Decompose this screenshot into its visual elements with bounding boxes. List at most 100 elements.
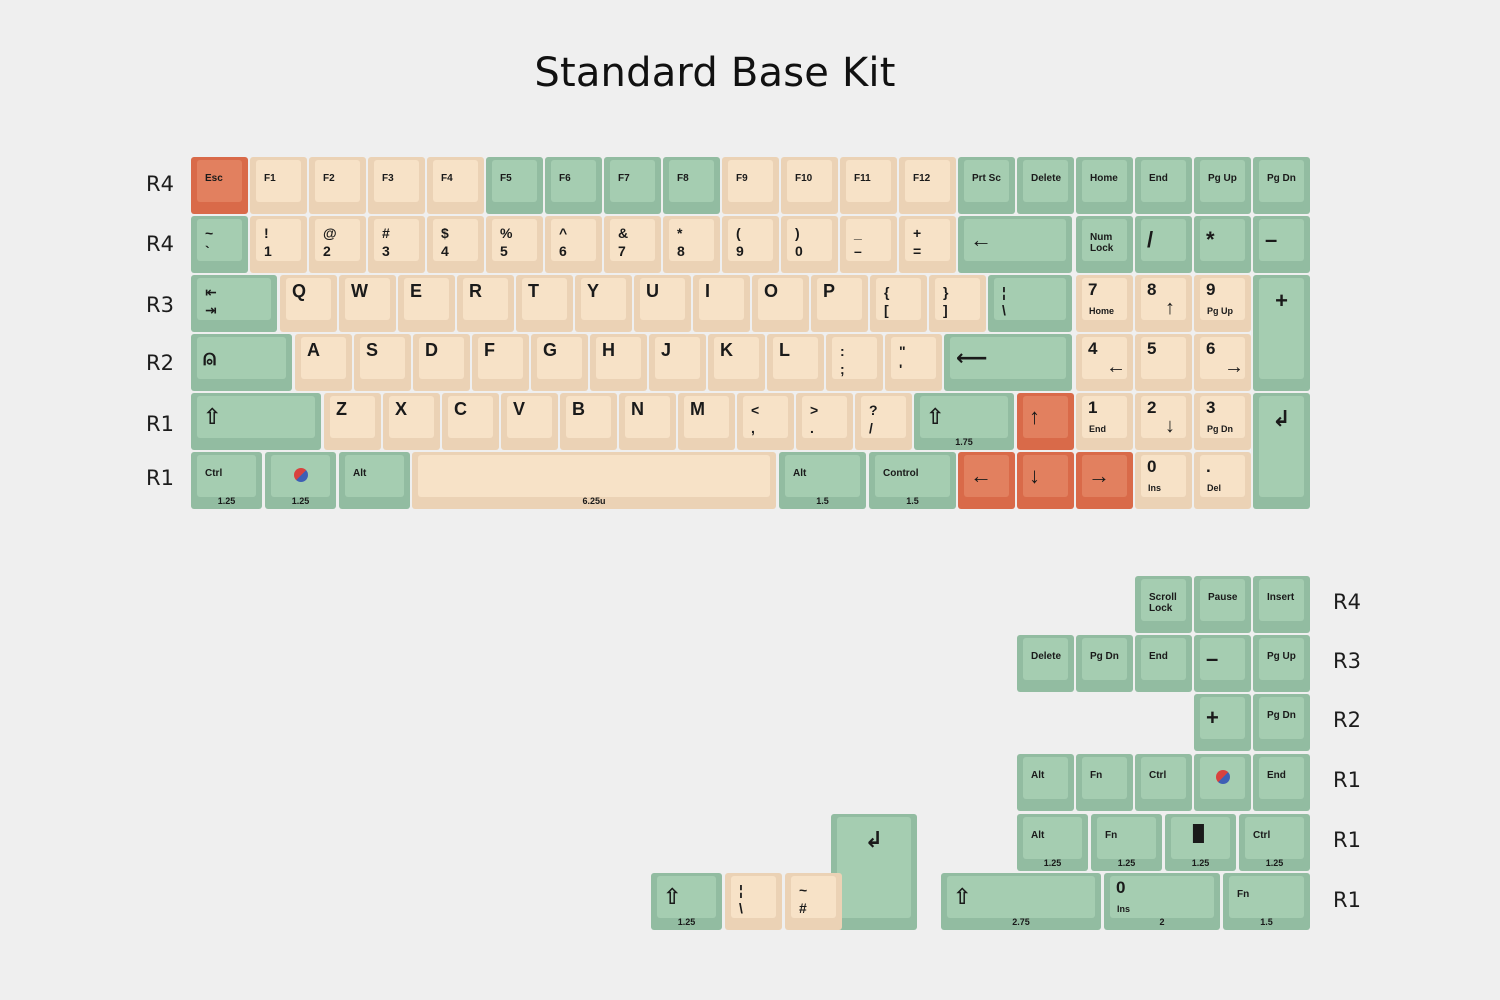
keycap-top [657,876,716,918]
key-legend: _ – [854,225,862,260]
keycap-top [374,219,419,261]
key-np-star: * [1194,216,1251,273]
key-sublegend: → [1224,356,1244,378]
key-legend: C [454,399,467,419]
key-pgdn-extra-2: Pg Dn [1253,694,1310,751]
keycap-top [345,455,404,497]
key-legend: ↓ [1029,463,1040,488]
key-s: S [354,334,411,391]
keycap-top [419,337,464,379]
key-n9: ( 9 [722,216,779,273]
keycap-top [1023,817,1082,859]
key-legend: ← [970,227,992,252]
key-legend: Fn [1237,889,1250,900]
keycap-top [1023,160,1068,202]
taegeuk-icon [1215,770,1230,784]
keycap-top [418,455,770,497]
key-fn-extra: Fn [1076,754,1133,811]
key-legend: ¦ \ [739,882,743,917]
keycap-top [433,219,478,261]
key-fn-15: Fn 1.5 [1223,873,1310,930]
key-p: P [811,275,868,332]
key-minus-extra: – [1194,635,1251,692]
key-legend: V [513,399,526,419]
key-pgup-extra: Pg Up [1253,635,1310,692]
key-legend: 7 [1088,280,1098,299]
keycap-top [492,219,537,261]
keycap-top [389,396,434,438]
keycap-top [1200,337,1245,379]
key-z: Z [324,393,381,450]
key-f7: F7 [604,157,661,214]
keycap-top [610,219,655,261]
key-legend: 1 [1088,398,1098,417]
key-legend: O [764,281,779,301]
key-legend: ) 0 [795,225,803,260]
key-size-label: 1.75 [955,437,973,448]
key-legend: 3 [1206,398,1216,417]
keycap-top [197,455,256,497]
keycap-top [566,396,611,438]
keycap-top [1023,455,1068,497]
keycap-top [478,337,523,379]
keycap-top [669,160,714,202]
key-legend: P [823,281,836,301]
key-legend: End [1267,770,1286,781]
key-legend: End [1149,173,1168,184]
keycap-top [1245,817,1304,859]
key-a: A [295,334,352,391]
keycap-top [1259,160,1304,202]
key-legend: F12 [913,173,931,184]
key-legend: & 7 [618,225,629,260]
key-legend: Pg Dn [1267,173,1296,184]
key-legend: Delete [1031,651,1062,662]
key-legend: Esc [205,173,223,184]
key-d: D [413,334,470,391]
key-legend: 6 [1206,339,1216,358]
keycap-top [1082,278,1127,320]
key-legend: @ 2 [323,225,337,260]
key-np8: 8 ↑ [1135,275,1192,332]
key-legend: Delete [1031,173,1062,184]
key-legend: $ 4 [441,225,449,260]
key-pgdn-extra: Pg Dn [1076,635,1133,692]
key-end: End [1135,157,1192,214]
key-pgup: Pg Up [1194,157,1251,214]
keycap-top [197,278,271,320]
key-size-label: 6.25u [582,496,606,507]
key-f: F [472,334,529,391]
key-legend: ⟵ [956,345,988,370]
keycap-top [1259,757,1304,799]
keycap-top [286,278,331,320]
key-enter: ⟵ [944,334,1072,391]
keycap-top [197,337,286,379]
key-iso-enter: ↲ [831,814,917,930]
key-prtsc: Prt Sc [958,157,1015,214]
key-f2: F2 [309,157,366,214]
key-legend: I [705,281,711,301]
key-numlock: Num Lock [1076,216,1133,273]
key-right-shift: ⇧ 1.75 [914,393,1014,450]
key-sublegend: Ins [1148,483,1162,493]
key-legend: F6 [559,173,571,184]
key-f11: F11 [840,157,897,214]
keycap-top [551,219,596,261]
keycap-top [875,455,950,497]
key-legend: . [1206,457,1211,476]
keycap-top [861,396,906,438]
key-legend: Fn [1090,770,1103,781]
key-delete: Delete [1017,157,1074,214]
keycap-top [1200,396,1245,438]
keycap-top [773,337,818,379]
key-sublegend: Del [1207,483,1222,493]
keycap-top [345,278,390,320]
key-legend: Q [292,281,307,301]
key-legend: 2 [1147,398,1157,417]
key-legend: F [484,340,495,360]
key-left-shift: ⇧ [191,393,321,450]
key-f4: F4 [427,157,484,214]
keycap-top [728,160,773,202]
key-legend: ↲ [1272,406,1291,431]
key-period: > . [796,393,853,450]
key-legend: Alt [353,468,367,479]
